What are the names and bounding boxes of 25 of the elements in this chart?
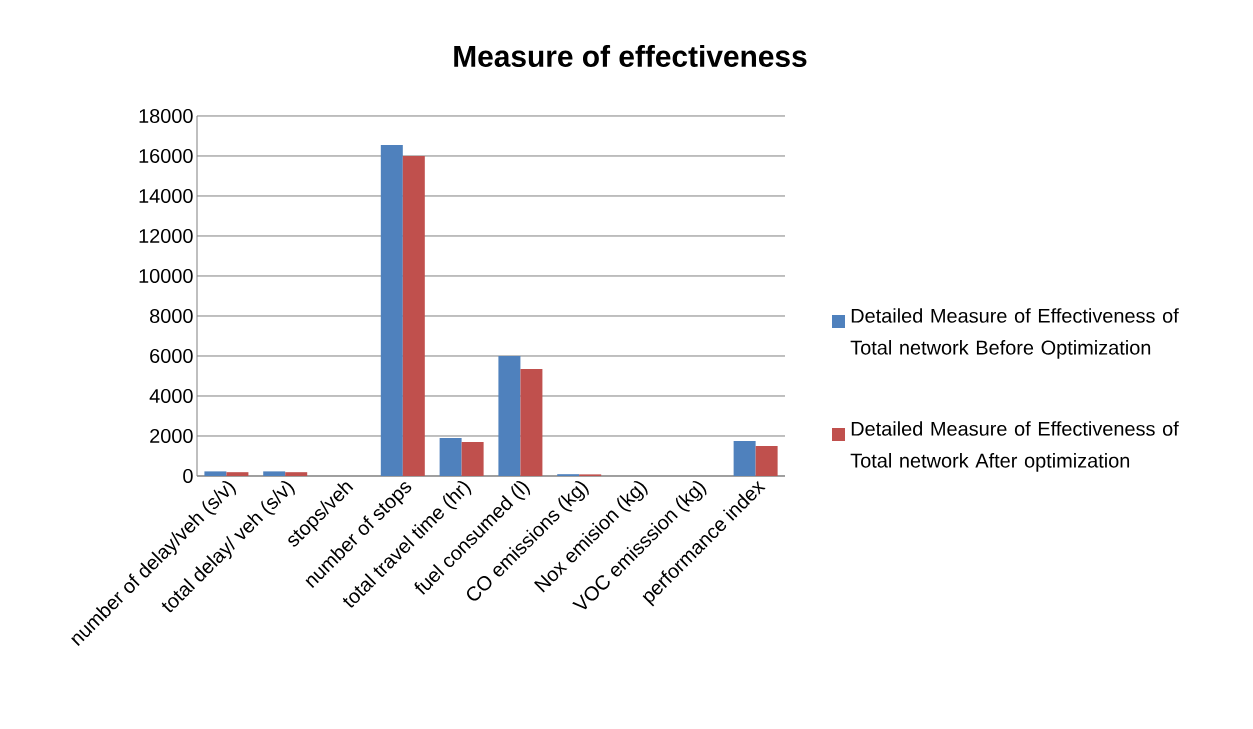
y-tick-label: 14000 bbox=[139, 188, 193, 204]
y-tick-label: 12000 bbox=[139, 228, 193, 244]
y-tick-label: 6000 bbox=[150, 348, 193, 364]
bar bbox=[461, 441, 484, 476]
bar bbox=[402, 155, 425, 476]
bar bbox=[439, 437, 462, 476]
bar bbox=[204, 471, 227, 476]
bar bbox=[263, 471, 286, 476]
bar bbox=[226, 472, 249, 476]
bar bbox=[520, 368, 543, 476]
y-tick-label: 8000 bbox=[150, 308, 193, 324]
y-tick-label: 2000 bbox=[150, 428, 193, 444]
bar bbox=[380, 144, 403, 476]
bar bbox=[285, 472, 308, 476]
bar bbox=[755, 445, 778, 476]
y-tick-label: 18000 bbox=[139, 108, 193, 124]
y-tick-label: 10000 bbox=[139, 268, 193, 284]
y-tick-label: 4000 bbox=[149, 388, 193, 404]
legend-label: Detailed Measure of Effectiveness of Total network Before Optimization bbox=[850, 308, 1179, 359]
bar bbox=[733, 440, 756, 476]
bar bbox=[498, 355, 521, 476]
legend-label: Detailed Measure of Effectiveness of Total network After optimization bbox=[850, 421, 1179, 472]
y-tick-label: 16000 bbox=[139, 148, 193, 164]
y-tick-label: 0 bbox=[183, 468, 193, 484]
chart-title: Measure of effectiveness bbox=[454, 45, 807, 67]
